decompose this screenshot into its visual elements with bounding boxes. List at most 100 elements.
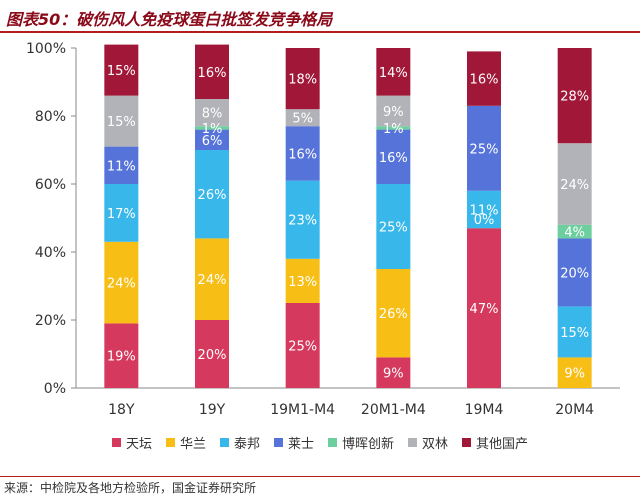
- legend-item: 华兰: [165, 433, 206, 452]
- data-label: 18%: [288, 73, 317, 88]
- bar-segment: [467, 190, 501, 229]
- legend-swatch: [219, 437, 229, 447]
- stacked-bar-chart: 0% 20% 40% 60% 80% 100% 18Y 19Y 19M1-M4 20M1-M4 19…: [26, 41, 620, 418]
- x-tick-label: 19Y: [199, 402, 226, 418]
- legend-item: 双林: [408, 433, 448, 452]
- bar-segment: [376, 126, 411, 130]
- data-label: 0%: [474, 213, 495, 228]
- bar-segment: [195, 320, 229, 388]
- legend-label: 莱士: [287, 436, 314, 452]
- y-tick-label: 100%: [26, 41, 66, 57]
- chart-legend: 天坛 华兰 泰邦 莱士 博晖创新 双林 其他国产: [0, 430, 640, 454]
- y-tick-label: 60%: [35, 177, 66, 193]
- x-tick-label: 19M1-M4: [270, 402, 335, 418]
- data-label: 26%: [379, 307, 408, 322]
- data-label: 20%: [560, 266, 589, 281]
- legend-item: 泰邦: [219, 433, 260, 452]
- x-tick-label: 20M1-M4: [361, 402, 426, 418]
- data-label: 24%: [560, 178, 589, 193]
- bar-segment: [557, 143, 592, 225]
- bar-segment: [376, 357, 411, 388]
- legend-swatch: [273, 437, 283, 447]
- y-tick-label: 0%: [44, 381, 66, 397]
- bar-segment: [285, 303, 320, 388]
- legend-label: 双林: [422, 436, 449, 452]
- legend-swatch: [111, 437, 121, 447]
- bar-segment: [557, 48, 592, 144]
- divider: [0, 476, 640, 477]
- data-label: 20%: [198, 348, 227, 363]
- x-tick-label: 18Y: [108, 402, 135, 418]
- x-tick-label: 20M4: [555, 402, 594, 418]
- x-tick-label: 19M4: [465, 402, 504, 418]
- bar-segment: [467, 228, 501, 388]
- data-label: 1%: [202, 122, 223, 137]
- chart-bars: [104, 44, 592, 388]
- source-note: 来源：中检院及各地方检验所，国金证券研究所: [4, 481, 257, 495]
- data-label: 13%: [288, 275, 317, 290]
- bar-segment: [104, 146, 139, 184]
- figure-title: 图表50：破伤风人免疫球蛋白批签发竞争格局: [6, 10, 333, 29]
- title-bar: 图表50：破伤风人免疫球蛋白批签发竞争格局: [0, 0, 640, 33]
- bar-segment: [104, 323, 139, 388]
- legend-swatch: [165, 437, 175, 447]
- data-label: 19%: [107, 350, 136, 365]
- data-label: 17%: [107, 207, 136, 222]
- legend-swatch: [328, 437, 337, 447]
- legend-label: 天坛: [125, 436, 152, 452]
- legend-label: 华兰: [179, 436, 206, 452]
- data-label: 11%: [107, 159, 136, 174]
- bar-segment: [195, 150, 229, 239]
- data-label: 14%: [379, 66, 408, 81]
- data-label: 11%: [470, 204, 499, 219]
- legend-swatch: [408, 437, 418, 447]
- chart-data-labels: 19%24%17%11%15%15%20%24%26%6%1%8%16%25%1…: [107, 64, 589, 382]
- bar-segment: [467, 51, 501, 106]
- bar-segment: [376, 184, 411, 269]
- bar-segment: [285, 258, 320, 303]
- bar-segment: [557, 224, 592, 239]
- data-label: 23%: [288, 214, 317, 229]
- data-label: 9%: [383, 105, 404, 120]
- legend-item: 天坛: [111, 433, 152, 452]
- bar-segment: [104, 241, 139, 324]
- data-label: 28%: [560, 90, 589, 105]
- data-label: 16%: [198, 66, 227, 81]
- bar-segment: [467, 105, 501, 191]
- data-label: 24%: [198, 273, 227, 288]
- bar-segment: [285, 109, 320, 127]
- bar-segment: [195, 44, 229, 99]
- bar-segment: [557, 238, 592, 307]
- chart-axes: 0% 20% 40% 60% 80% 100% 18Y 19Y 19M1-M4 20M1-M4 19…: [26, 41, 620, 418]
- data-label: 16%: [470, 73, 499, 88]
- legend-label: 其他国产: [476, 436, 529, 452]
- data-label: 16%: [379, 151, 408, 166]
- legend-item: 莱士: [273, 433, 314, 452]
- data-label: 15%: [107, 64, 136, 79]
- bar-segment: [195, 99, 229, 127]
- data-label: 15%: [107, 115, 136, 130]
- legend-item: 其他国产: [462, 433, 528, 452]
- data-label: 1%: [383, 122, 404, 137]
- bar-segment: [376, 95, 411, 127]
- data-label: 8%: [202, 107, 223, 122]
- legend-label: 泰邦: [233, 436, 260, 452]
- data-label: 25%: [470, 142, 499, 157]
- bar-segment: [557, 306, 592, 358]
- data-label: 26%: [198, 188, 227, 203]
- bar-segment: [104, 95, 139, 147]
- data-label: 25%: [288, 340, 317, 355]
- bar-segment: [285, 180, 320, 259]
- legend-swatch: [462, 437, 472, 447]
- data-label: 5%: [292, 112, 313, 127]
- y-tick-label: 20%: [35, 313, 66, 329]
- bar-segment: [285, 48, 320, 110]
- bar-segment: [195, 129, 229, 150]
- legend-label: 博晖创新: [342, 436, 395, 452]
- bar-segment: [557, 357, 592, 388]
- y-tick-label: 40%: [35, 245, 66, 261]
- data-label: 16%: [288, 147, 317, 162]
- bar-segment: [285, 126, 320, 181]
- data-label: 9%: [564, 367, 585, 382]
- bar-segment: [195, 126, 229, 130]
